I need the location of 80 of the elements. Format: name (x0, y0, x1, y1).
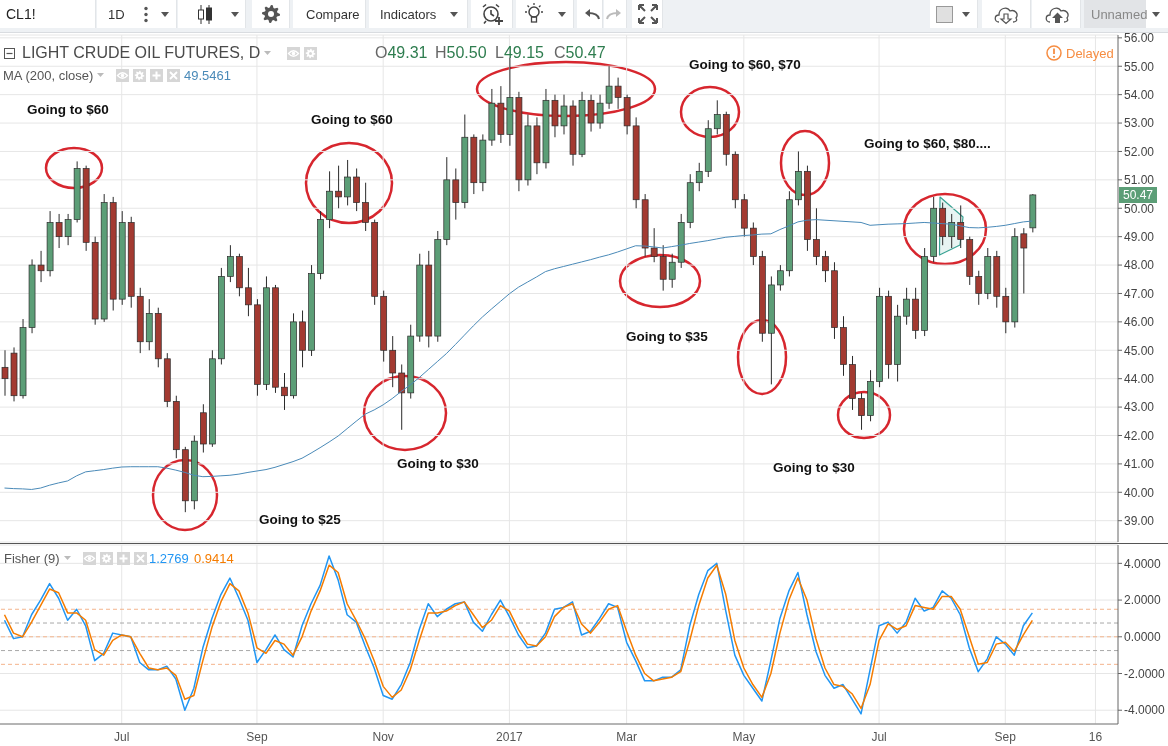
y-tick-label: 39.00 (1124, 513, 1155, 528)
candlestick (362, 182, 369, 232)
text: Unnamed (1091, 6, 1148, 22)
candlestick (452, 168, 460, 221)
chart-title: Fisher (9) (4, 550, 60, 566)
x-tick-label: Sep (246, 729, 268, 744)
annotation: 49.5461 (184, 67, 231, 83)
annotation: H50.50 (435, 44, 487, 61)
y-tick-label: 55.00 (1124, 59, 1155, 74)
candlestick (650, 227, 658, 263)
y-tick-label: 48.00 (1124, 258, 1155, 273)
candlestick (777, 264, 784, 292)
annotation: Going to $60 (27, 102, 109, 118)
y-tick-label: 43.00 (1124, 400, 1155, 415)
y-tick-label: 52.00 (1124, 144, 1155, 159)
x-tick-label: Mar (616, 729, 637, 744)
annotation: 1.2769 (149, 550, 189, 566)
y-tick-label: 45.00 (1124, 343, 1155, 358)
candlestick (813, 207, 820, 266)
y-tick-label: 42.00 (1124, 428, 1155, 443)
y-tick-label: -4.0000 (1124, 703, 1166, 718)
y-tick-label: 50.00 (1124, 201, 1155, 216)
x-tick-label: Nov (372, 729, 394, 744)
annotation: Going to $60, $70 (689, 57, 801, 73)
y-tick-label: 46.00 (1124, 315, 1155, 330)
candlestick (713, 99, 721, 135)
candlestick (948, 213, 956, 249)
y-tick-label: 2.0000 (1124, 593, 1162, 608)
candlestick (335, 165, 342, 209)
y-tick-label: 49.00 (1124, 229, 1155, 244)
candlestick (344, 159, 351, 206)
y-tick-label: 54.00 (1124, 87, 1155, 102)
y-tick-label: 0.0000 (1124, 630, 1162, 645)
y-tick-label: 41.00 (1124, 457, 1155, 472)
annotation: Going to $60, $80.... (864, 136, 991, 152)
annotation: Delayed (1066, 45, 1114, 61)
candlestick (903, 287, 910, 326)
candlestick (389, 335, 397, 388)
annotation: Going to $25 (259, 512, 341, 528)
x-tick-label: May (732, 729, 756, 744)
candlestick (858, 392, 865, 431)
annotation: 0.9414 (194, 550, 234, 566)
candlestick (975, 270, 983, 306)
y-tick-label: 51.00 (1124, 173, 1155, 188)
y-tick-label: 47.00 (1124, 286, 1155, 301)
candlestick (668, 253, 676, 289)
candlestick (245, 267, 252, 317)
x-tick-label: Jul (871, 729, 887, 744)
text: MA (200, close) (3, 67, 94, 83)
candlestick (659, 244, 667, 292)
annotation: C50.47 (554, 44, 606, 61)
candlestick (822, 250, 829, 283)
text: Compare (306, 6, 360, 22)
candlestick (281, 372, 288, 411)
candlestick (695, 162, 703, 192)
candlestick (1020, 227, 1028, 294)
annotation: L49.15 (495, 44, 544, 61)
y-tick-label: -2.0000 (1124, 666, 1166, 681)
candlestick (398, 363, 406, 431)
x-tick-label: 2017 (496, 729, 524, 744)
y-tick-label: 53.00 (1124, 116, 1155, 131)
x-tick-label: Sep (994, 729, 1017, 744)
annotation: O49.31 (375, 44, 428, 61)
x-tick-label: 16 (1088, 729, 1103, 744)
annotation: Going to $35 (626, 329, 708, 345)
annotation: 50.47 (1119, 186, 1157, 203)
x-tick-label: Jul (114, 729, 130, 744)
text: CL1! (6, 6, 36, 22)
text: LIGHT CRUDE OIL FUTURES, D (22, 44, 261, 61)
y-tick-label: 40.00 (1124, 485, 1155, 500)
text: 1D (108, 6, 125, 22)
text: Indicators (380, 6, 437, 22)
annotation: Going to $60 (311, 112, 393, 128)
y-tick-label: 44.00 (1124, 371, 1155, 386)
annotation: Going to $30 (773, 460, 855, 476)
annotation: Going to $30 (397, 456, 479, 472)
candlestick (957, 204, 965, 249)
y-tick-label: 4.0000 (1124, 556, 1162, 571)
candlestick (227, 244, 234, 283)
y-tick-label: 56.00 (1124, 31, 1155, 46)
